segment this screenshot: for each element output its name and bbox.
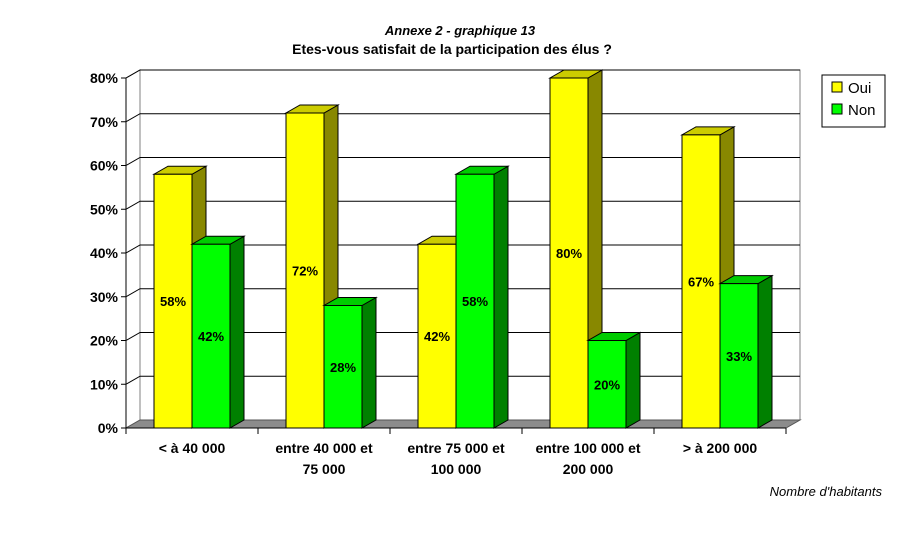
y-axis: 0% 10% 20% 30% 40% 50% 60% 70% 80% [90,70,127,436]
bar-front [285,112,325,429]
bars [152,69,774,429]
chart-title-line2: Etes-vous satisfait de la participation … [292,41,612,57]
legend-label-oui: Oui [848,80,871,97]
data-label: 20% [594,377,620,392]
bar-non [586,331,642,429]
bar-side [493,165,509,429]
x-tick-label: 75 000 [303,461,346,477]
y-tick-label: 50% [90,201,119,217]
bar-side [229,235,245,429]
bar-front [323,305,363,429]
data-labels: 58% 42% 72% 28% 42% 58% 80% 20% 67% 33% [160,246,752,392]
y-tick-label: 80% [90,70,119,86]
data-label: 33% [726,349,752,364]
bar-front [455,173,495,429]
x-tick-label: > à 200 000 [683,440,758,456]
y-tick-label: 10% [90,376,119,392]
bar-front [587,340,627,429]
x-tick-label: < à 40 000 [159,440,226,456]
data-label: 80% [556,246,582,261]
y-tick-label: 30% [90,289,119,305]
bar-side [625,331,641,429]
legend-label-non: Non [848,102,876,119]
bar-non [718,274,774,429]
data-label: 58% [462,294,488,309]
bar-non [454,165,510,429]
data-label: 42% [424,329,450,344]
x-axis: < à 40 000 entre 40 000 et 75 000 entre 75 … [125,427,787,477]
bar-front [549,77,589,429]
y-tick-label: 20% [90,333,119,349]
data-label: 42% [198,329,224,344]
bar-non [190,235,246,429]
x-axis-title: Nombre d'habitants [770,484,883,499]
bar-front [417,243,457,429]
data-label: 67% [688,274,714,289]
legend-swatch-non [831,103,843,115]
y-tick-label: 70% [90,114,119,130]
bar-front [681,134,721,429]
bar-non [322,296,378,429]
y-tick-label: 40% [90,245,119,261]
chart-title-line1: Annexe 2 - graphique 13 [384,23,536,38]
x-tick-label: entre 40 000 et [275,440,373,456]
legend: Oui Non [821,74,886,128]
x-tick-label: 200 000 [563,461,614,477]
bar-side [361,296,377,429]
x-tick-label: entre 75 000 et [407,440,505,456]
data-label: 72% [292,264,318,279]
bar-front [153,173,193,429]
y-tick-label: 0% [98,420,119,436]
x-tick-label: entre 100 000 et [535,440,640,456]
x-tick-label: 100 000 [431,461,482,477]
y-tick-label: 60% [90,158,119,174]
bar-side [757,274,773,429]
data-label: 58% [160,294,186,309]
legend-swatch-oui [831,81,843,93]
bar-front [191,243,231,429]
data-label: 28% [330,360,356,375]
bar-front [719,283,759,429]
